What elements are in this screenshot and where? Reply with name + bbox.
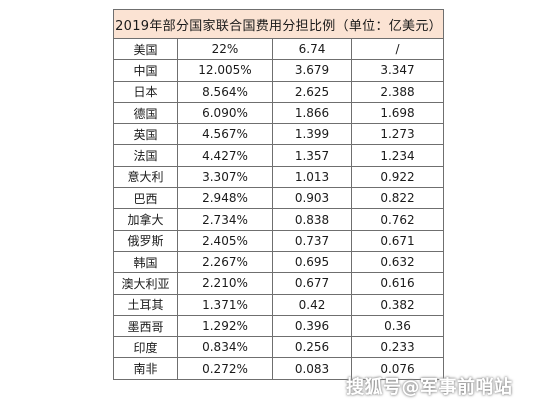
- table-row: 意大利 3.307% 1.013 0.922: [113, 165, 445, 189]
- table-body: 2019年部分国家联合国费用分担比例（单位：亿美元） 美国 22% 6.74/中国 1…: [112, 9, 445, 380]
- share-percent-cell: 8.564%: [177, 80, 273, 103]
- amount-2-cell: 0.076: [350, 357, 445, 380]
- amount-cell: 0.083: [272, 357, 352, 380]
- table-row: 印度 0.834% 0.256 0.233: [113, 336, 445, 359]
- amount-cell: 0.42: [272, 293, 352, 316]
- share-percent-cell: 1.371%: [177, 293, 273, 316]
- share-percent-cell: 4.567%: [177, 123, 273, 146]
- share-percent-cell: 4.427%: [177, 144, 273, 167]
- country-cell: 德国: [113, 101, 178, 125]
- amount-2-cell: 0.616: [350, 272, 445, 295]
- table-row: 俄罗斯 2.405% 0.737 0.671: [113, 229, 445, 252]
- amount-2-cell: 1.698: [350, 101, 445, 125]
- amount-cell: 0.903: [272, 187, 352, 210]
- table-row: 巴西 2.948% 0.903 0.822: [113, 187, 445, 210]
- amount-2-cell: 0.762: [350, 208, 445, 231]
- country-cell: 加拿大: [113, 208, 178, 231]
- table-row: 墨西哥 1.292% 0.396 0.36: [113, 314, 445, 338]
- amount-2-cell: 0.36: [350, 314, 445, 338]
- country-cell: 南非: [113, 357, 178, 380]
- table-title: 2019年部分国家联合国费用分担比例（单位：亿美元）: [112, 9, 445, 39]
- share-percent-cell: 0.272%: [177, 357, 273, 380]
- amount-cell: 0.396: [272, 314, 352, 338]
- country-cell: 俄罗斯: [113, 229, 178, 252]
- table-row: 美国 22% 6.74/: [113, 37, 445, 61]
- share-percent-cell: 6.090%: [177, 101, 273, 125]
- table-row: 日本 8.564% 2.625 2.388: [113, 80, 445, 103]
- table-row: 加拿大 2.734% 0.838 0.762: [113, 208, 445, 231]
- table-row: 中国 12.005% 3.679 3.347: [113, 59, 445, 82]
- amount-cell: 1.013: [272, 165, 352, 189]
- amount-cell: 2.625: [272, 80, 352, 103]
- amount-cell: 0.695: [272, 250, 352, 274]
- country-cell: 印度: [113, 336, 178, 359]
- country-cell: 墨西哥: [113, 314, 178, 338]
- amount-2-cell: 0.233: [350, 336, 445, 359]
- country-cell: 美国: [113, 37, 178, 61]
- amount-2-cell: 0.822: [350, 187, 445, 210]
- amount-2-cell: /: [350, 37, 445, 61]
- amount-cell: 1.866: [272, 101, 352, 125]
- amount-cell: 1.357: [272, 144, 352, 167]
- share-percent-cell: 3.307%: [177, 165, 273, 189]
- share-percent-cell: 12.005%: [177, 59, 273, 82]
- table-row: 澳大利亚 2.210% 0.677 0.616: [113, 272, 445, 295]
- country-cell: 土耳其: [113, 293, 178, 316]
- amount-cell: 0.256: [272, 336, 352, 359]
- amount-cell: 6.74: [272, 37, 352, 61]
- country-cell: 巴西: [113, 187, 178, 210]
- table-row: 韩国 2.267% 0.695 0.632: [113, 250, 445, 274]
- country-cell: 中国: [113, 59, 178, 82]
- country-cell: 意大利: [113, 165, 178, 189]
- amount-2-cell: 1.234: [350, 144, 445, 167]
- share-percent-cell: 1.292%: [177, 314, 273, 338]
- share-percent-cell: 2.210%: [177, 272, 273, 295]
- share-percent-cell: 2.734%: [177, 208, 273, 231]
- country-cell: 法国: [113, 144, 178, 167]
- amount-cell: 3.679: [272, 59, 352, 82]
- country-cell: 英国: [113, 123, 178, 146]
- table-row: 南非 0.272% 0.083 0.076: [113, 357, 445, 380]
- amount-2-cell: 0.922: [350, 165, 445, 189]
- table-row: 德国 6.090% 1.866 1.698: [113, 101, 445, 125]
- share-percent-cell: 2.405%: [177, 229, 273, 252]
- table-row: 土耳其 1.371% 0.42 0.382: [113, 293, 445, 316]
- share-percent-cell: 22%: [177, 37, 273, 61]
- country-cell: 日本: [113, 80, 178, 103]
- title-row: 2019年部分国家联合国费用分担比例（单位：亿美元）: [112, 9, 445, 39]
- share-percent-cell: 2.948%: [177, 187, 273, 210]
- un-apportionment-table: 2019年部分国家联合国费用分担比例（单位：亿美元） 美国 22% 6.74/中国 1…: [112, 9, 445, 380]
- amount-cell: 1.399: [272, 123, 352, 146]
- country-cell: 韩国: [113, 250, 178, 274]
- amount-cell: 0.677: [272, 272, 352, 295]
- apportionment-table-container: 2019年部分国家联合国费用分担比例（单位：亿美元） 美国 22% 6.74/中国 1…: [112, 9, 445, 380]
- amount-2-cell: 1.273: [350, 123, 445, 146]
- amount-2-cell: 0.632: [350, 250, 445, 274]
- table-row: 法国 4.427% 1.357 1.234: [113, 144, 445, 167]
- country-cell: 澳大利亚: [113, 272, 178, 295]
- amount-cell: 0.838: [272, 208, 352, 231]
- amount-2-cell: 0.671: [350, 229, 445, 252]
- amount-2-cell: 3.347: [350, 59, 445, 82]
- table-row: 英国 4.567% 1.399 1.273: [113, 123, 445, 146]
- share-percent-cell: 0.834%: [177, 336, 273, 359]
- amount-2-cell: 0.382: [350, 293, 445, 316]
- amount-2-cell: 2.388: [350, 80, 445, 103]
- watermark: 搜狐号@军事前哨站: [346, 377, 513, 398]
- amount-cell: 0.737: [272, 229, 352, 252]
- share-percent-cell: 2.267%: [177, 250, 273, 274]
